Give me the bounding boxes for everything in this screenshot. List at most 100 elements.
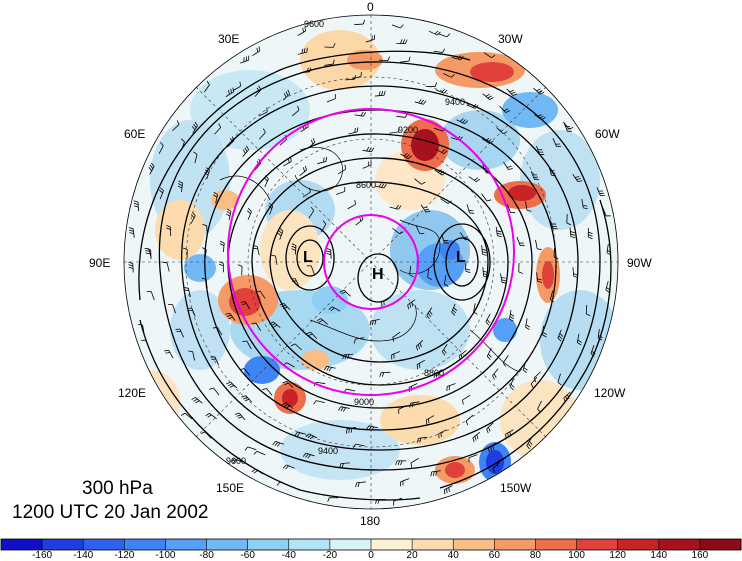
wind-barb	[146, 248, 152, 259]
wind-barb	[557, 373, 562, 386]
wind-barb	[492, 368, 499, 380]
wind-barb	[451, 303, 458, 316]
wind-barb	[426, 307, 433, 320]
wind-barb	[281, 402, 294, 409]
wind-barb	[525, 318, 531, 330]
wind-barb	[596, 187, 605, 197]
wind-barb	[242, 145, 249, 157]
wind-barb	[302, 452, 315, 459]
colorbar-swatch	[83, 539, 125, 550]
wind-barb	[133, 200, 139, 212]
contour-label: 8800	[424, 368, 444, 378]
wind-barb	[240, 55, 250, 64]
wind-barb	[443, 275, 449, 287]
anomaly-shading	[124, 30, 618, 484]
wind-barb	[162, 261, 170, 272]
wind-barb	[232, 81, 242, 92]
wind-barb	[572, 174, 583, 183]
colorbar-tick-label: -120	[114, 550, 135, 561]
wind-barb	[427, 268, 432, 280]
wind-barb	[516, 236, 525, 246]
wind-barb	[509, 378, 515, 391]
wind-barb	[416, 359, 426, 370]
map-boundary	[123, 14, 619, 510]
wind-barb	[433, 48, 446, 53]
wind-barb	[414, 178, 426, 185]
wind-barb	[230, 458, 243, 464]
wind-barb	[298, 47, 308, 55]
wind-barb	[576, 333, 582, 346]
wind-barb	[443, 485, 453, 495]
wind-barb	[486, 422, 494, 434]
wind-barb	[164, 349, 174, 359]
colorbar-swatch	[576, 539, 619, 550]
colorbar-swatch	[371, 539, 413, 550]
wind-barb	[378, 56, 391, 62]
wind-barb	[389, 204, 402, 210]
wind-barb	[492, 462, 500, 473]
wind-barb	[400, 478, 410, 487]
wind-barb	[283, 89, 290, 101]
magenta-circle-inner	[323, 214, 419, 310]
colorbar-swatch	[329, 539, 372, 550]
wind-barb	[499, 105, 511, 113]
wind-barb	[214, 123, 222, 135]
wind-barb	[495, 226, 502, 238]
wind-barb	[234, 412, 246, 421]
wind-barb	[277, 227, 284, 240]
colorbar-tick-label: -160	[32, 550, 53, 561]
height-contours	[138, 50, 612, 501]
wind-barb	[209, 387, 220, 396]
wind-barb	[483, 52, 496, 59]
wind-barb	[251, 322, 261, 331]
colorbar-swatch	[124, 539, 166, 550]
wind-barb	[530, 171, 540, 180]
wind-barb	[456, 118, 469, 125]
wind-barb	[375, 182, 387, 189]
wind-barb	[271, 254, 278, 265]
wind-barb	[327, 497, 339, 503]
wind-barb	[425, 415, 435, 425]
wind-barb	[282, 464, 295, 470]
valid-time-title: 1200 UTC 20 Jan 2002	[12, 502, 209, 523]
wind-barb	[581, 198, 588, 210]
wind-barb	[391, 351, 401, 360]
colorbar-tick-label: 140	[650, 550, 668, 561]
lon-label-90e: 90E	[89, 256, 111, 270]
colorbar-tick-label: -40	[281, 550, 296, 561]
colorbar-swatch	[206, 539, 249, 550]
wind-barb	[282, 380, 294, 389]
colorbar-swatch	[535, 539, 578, 550]
wind-barb	[237, 264, 243, 276]
wind-barb	[375, 90, 386, 97]
wind-barb	[175, 328, 184, 338]
lon-label-150e: 150E	[216, 481, 245, 495]
wind-barb	[326, 247, 332, 259]
wind-barb	[148, 162, 155, 175]
wind-barb	[193, 151, 198, 164]
lon-label-120w: 120W	[594, 386, 626, 400]
wind-barb	[446, 383, 456, 391]
wind-barb	[430, 470, 441, 477]
contour-labels: 9600 9400 9200 8800 8600 9000 9400 9600	[226, 19, 465, 466]
wind-barb	[158, 187, 164, 200]
wind-barb	[400, 152, 412, 159]
wind-barb	[204, 80, 210, 93]
wind-barb	[326, 94, 336, 103]
wind-barb	[525, 201, 532, 212]
wind-barb	[337, 164, 347, 175]
wind-barb	[435, 148, 448, 154]
colorbar-swatch	[247, 539, 290, 550]
wind-barb	[324, 43, 336, 48]
contour-label: 9600	[226, 456, 246, 466]
wind-barb	[472, 431, 481, 443]
wind-barb	[481, 245, 487, 256]
wind-barb	[465, 414, 474, 426]
wind-barb	[482, 93, 494, 100]
wind-barb	[272, 441, 285, 447]
colorbar-tick-label: 60	[488, 550, 500, 561]
wind-barbs	[128, 19, 612, 506]
wind-barb	[180, 412, 193, 420]
wind-barb	[443, 72, 455, 78]
